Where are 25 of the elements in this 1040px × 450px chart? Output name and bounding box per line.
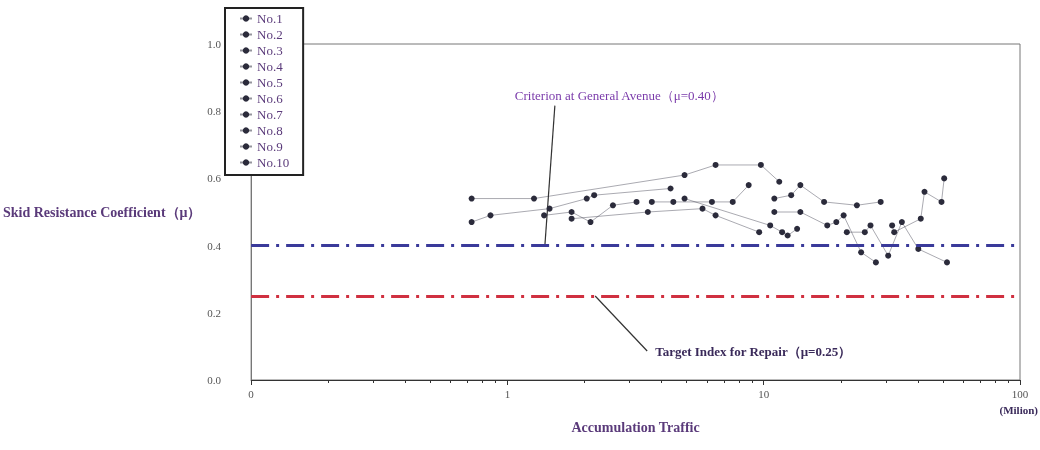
legend-label: No.7 [257,107,284,122]
legend-label: No.5 [257,75,283,90]
x-tick-label: 100 [1011,387,1029,400]
legend-label: No.3 [257,43,283,58]
legend-label: No.4 [257,59,284,74]
legend-label: No.2 [257,27,283,42]
legend-label: No.9 [257,139,283,154]
y-tick-label: 0.6 [207,172,222,185]
y-tick-label: 1.0 [207,38,222,50]
y-tick-label: 0.2 [207,306,222,319]
y-tick-label: 0.0 [207,374,222,386]
x-tick-label: 1 [504,387,511,400]
x-axis-title: Accumulation Traffic [571,419,700,435]
y-tick-label: 0.4 [207,239,222,252]
legend-label: No.8 [257,123,283,138]
legend-label: No.6 [257,91,284,106]
ref-line-label: Criterion at General Avenue（μ=0.40） [514,88,724,104]
y-tick-label: 0.8 [207,105,222,118]
x-tick-label: 0 [248,387,255,400]
text: (Milion) [999,403,1039,417]
legend-label: No.1 [257,11,283,26]
legend-label: No.10 [257,155,290,170]
y-axis-title: Skid Resistance Coefficient（μ） [3,204,202,220]
ref-line-label: Target Index for Repair（μ=0.25） [655,343,852,359]
x-tick-label: 10 [758,387,770,400]
